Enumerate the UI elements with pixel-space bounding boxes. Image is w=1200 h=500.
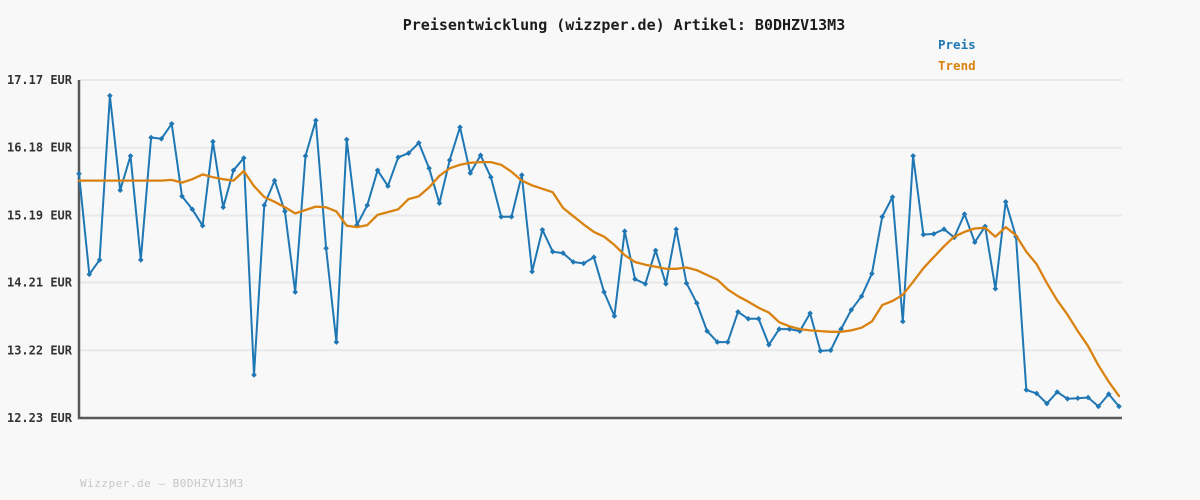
- chart-legend: Preis Trend: [938, 38, 976, 73]
- data-series: [76, 92, 1122, 410]
- gridlines: [79, 79, 1122, 419]
- chart-title: Preisentwicklung (wizzper.de) Artikel: B…: [402, 16, 846, 34]
- legend-item-preis: Preis: [938, 37, 976, 52]
- svg-text:16.18 EUR: 16.18 EUR: [7, 141, 73, 155]
- svg-text:17.17 EUR: 17.17 EUR: [7, 73, 73, 87]
- watermark-text: Wizzper.de – B0DHZV13M3: [80, 477, 244, 490]
- svg-text:14.21 EUR: 14.21 EUR: [7, 276, 73, 290]
- svg-text:15.19 EUR: 15.19 EUR: [7, 209, 73, 223]
- svg-text:12.23 EUR: 12.23 EUR: [7, 411, 73, 425]
- svg-text:13.22 EUR: 13.22 EUR: [7, 343, 73, 357]
- legend-item-trend: Trend: [938, 58, 976, 73]
- y-axis-tick-labels: 17.17 EUR 16.18 EUR 15.19 EUR 14.21 EUR 13.2…: [7, 73, 73, 425]
- axis-lines: [77, 80, 1122, 420]
